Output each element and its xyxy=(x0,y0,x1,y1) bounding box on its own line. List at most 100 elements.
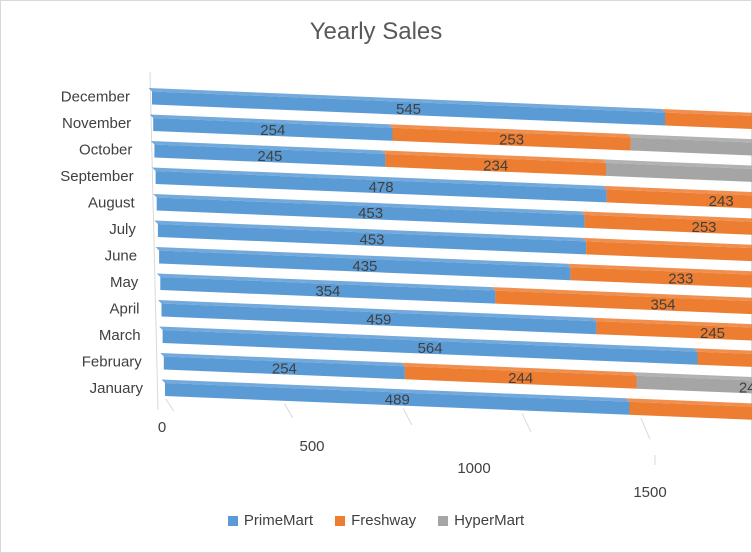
legend-item-freshway: Freshway xyxy=(335,512,416,529)
bar-november-primemart-top xyxy=(149,114,393,128)
data-label-november-freshway: 253 xyxy=(499,132,524,149)
data-label-july-primemart: 453 xyxy=(359,232,384,249)
bar-may-freshway-top xyxy=(491,287,752,302)
bar-april-freshway-top xyxy=(592,317,752,328)
legend-label-freshway: Freshway xyxy=(351,512,417,529)
data-label-april-freshway: 245 xyxy=(700,325,725,342)
data-label-february-primemart: 254 xyxy=(272,360,297,377)
bar-march-freshway-top xyxy=(694,348,752,354)
bar-february-freshway xyxy=(404,366,637,389)
bar-june-primemart xyxy=(159,250,571,281)
legend: PrimeMart Freshway HyperMart xyxy=(0,512,752,529)
data-label-december-primemart: 545 xyxy=(396,101,421,118)
bar-august-freshway-top xyxy=(581,211,752,222)
data-label-october-freshway: 234 xyxy=(483,157,508,174)
x-tick-label-500: 500 xyxy=(299,438,324,455)
bar-april-freshway xyxy=(596,321,752,341)
gridline xyxy=(402,408,413,426)
bar-january-freshway xyxy=(629,401,752,420)
data-label-may-primemart: 354 xyxy=(315,283,340,300)
bar-december-primemart xyxy=(152,91,665,126)
data-label-june-primemart: 435 xyxy=(352,258,377,275)
bars xyxy=(148,88,752,420)
bar-april-primemart xyxy=(161,303,597,335)
bar-january-primemart-top xyxy=(161,379,630,402)
bar-november-primemart xyxy=(153,118,393,141)
data-label-may-freshway: 354 xyxy=(650,296,675,313)
bar-july-primemart-top xyxy=(154,220,587,242)
data-label-november-primemart: 254 xyxy=(260,122,285,139)
legend-label-hypermart: HyperMart xyxy=(454,512,525,529)
data-label-april-primemart: 459 xyxy=(366,311,391,328)
x-tick-label-1000: 1000 xyxy=(457,460,490,477)
bar-november-hypermart xyxy=(630,137,752,156)
bar-july-freshway-top xyxy=(582,237,752,249)
gridline xyxy=(284,403,294,419)
category-label-june: June xyxy=(105,248,138,265)
category-label-february: February xyxy=(82,354,143,371)
bar-november-freshway xyxy=(392,127,631,151)
category-label-november: November xyxy=(62,115,131,132)
bar-may-primemart-top xyxy=(156,273,496,291)
legend-label-primemart: PrimeMart xyxy=(243,512,314,529)
data-label-august-primemart: 453 xyxy=(358,205,383,222)
gridlines xyxy=(149,71,656,465)
bar-february-primemart xyxy=(163,356,405,380)
bar-december-primemart-top xyxy=(148,88,665,113)
data-label-february-freshway: 244 xyxy=(508,370,533,387)
category-label-january: January xyxy=(90,380,144,397)
legend-swatch-hypermart xyxy=(438,515,449,526)
category-label-december: December xyxy=(61,89,130,106)
legend-swatch-primemart xyxy=(227,515,238,526)
data-label-august-freshway: 253 xyxy=(691,219,716,236)
bar-june-freshway xyxy=(570,267,752,288)
bar-april-primemart-top xyxy=(158,300,597,322)
category-labels: January February March April May June July Augu… xyxy=(60,89,143,398)
legend-swatch-freshway xyxy=(335,515,346,526)
bar-february-hypermart-top xyxy=(633,372,752,381)
bar-march-freshway xyxy=(697,351,752,367)
bar-july-freshway xyxy=(586,241,752,262)
x-axis-tick-labels: 0 500 1000 1500 xyxy=(158,419,667,501)
category-label-october: October xyxy=(79,142,132,159)
x-tick-label-1500: 1500 xyxy=(633,484,666,501)
bar-october-hypermart-top xyxy=(602,159,752,169)
category-label-july: July xyxy=(109,221,136,238)
bar-october-freshway xyxy=(385,153,606,176)
x-tick-label-0: 0 xyxy=(158,419,166,436)
category-label-may: May xyxy=(110,274,139,291)
category-label-september: September xyxy=(60,168,133,185)
bar-december-freshway-top xyxy=(661,109,752,117)
bar-november-freshway-top xyxy=(389,124,631,138)
bar-july-primemart xyxy=(157,224,587,255)
legend-item-primemart: PrimeMart xyxy=(227,512,314,529)
bar-march-primemart xyxy=(162,330,698,365)
data-label-march-primemart: 564 xyxy=(418,340,443,357)
data-labels: 5452452522542534242452344224782432534532… xyxy=(257,101,752,408)
bar-may-freshway xyxy=(495,290,752,315)
bar-september-freshway-top xyxy=(603,185,752,196)
category-label-april: April xyxy=(109,301,139,318)
bar-december-freshway xyxy=(665,112,752,130)
bar-june-freshway-top xyxy=(567,263,752,275)
category-label-march: March xyxy=(99,327,141,344)
gridline xyxy=(165,398,175,412)
gridline xyxy=(521,413,532,433)
data-label-january-primemart: 489 xyxy=(385,391,410,408)
category-label-august: August xyxy=(88,195,136,212)
bar-august-primemart-top xyxy=(153,194,585,215)
axis-wall-line xyxy=(149,71,159,411)
bar-september-freshway xyxy=(606,189,752,209)
data-label-february-hypermart: 242 xyxy=(739,379,752,396)
bar-march-primemart-top xyxy=(159,326,698,352)
bar-august-freshway xyxy=(584,214,752,235)
data-label-september-freshway: 243 xyxy=(709,193,734,210)
bar-january-primemart xyxy=(165,383,630,415)
bar-january-freshway-top xyxy=(626,398,752,407)
bar-october-primemart xyxy=(154,144,386,167)
bar-september-primemart-top xyxy=(152,167,607,190)
gridline xyxy=(640,417,651,440)
bar-october-freshway-top xyxy=(381,150,606,163)
bar-february-hypermart xyxy=(636,375,752,394)
